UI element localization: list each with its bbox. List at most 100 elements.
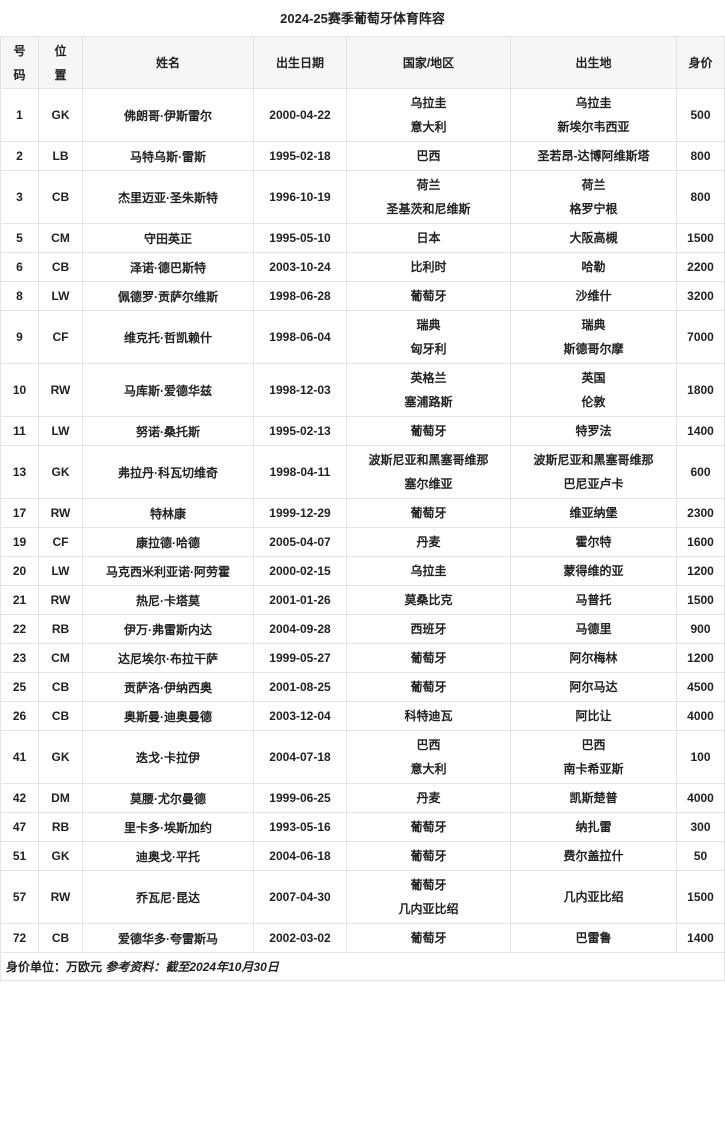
table-row: 23 CM 达尼埃尔·布拉干萨 1999-05-27 葡萄牙 阿尔梅林 1200	[0, 643, 725, 673]
position-cell: LW	[38, 281, 83, 311]
nation-cell-line: 乌拉圭	[410, 96, 447, 110]
birthplace-cell-line: 乌拉圭	[575, 96, 612, 110]
nation-cell-line: 意大利	[410, 120, 447, 134]
nation-cell-line: 塞尔维亚	[404, 477, 453, 491]
position-cell: CB	[38, 170, 83, 224]
value-cell: 900	[676, 614, 725, 644]
nation-cell-line: 西班牙	[410, 622, 447, 636]
birthplace-cell: 几内亚比绍	[510, 870, 677, 924]
position-cell: GK	[38, 88, 83, 142]
header-position: 位置	[38, 36, 83, 89]
table-header-row: 号码位置 姓名 出生日期 国家/地区 出生地 身价	[0, 36, 725, 89]
number-cell: 9	[0, 310, 39, 364]
number-cell: 17	[0, 498, 39, 528]
nation-cell: 丹麦	[346, 527, 511, 557]
position-cell: RW	[38, 498, 83, 528]
nation-cell-line: 日本	[416, 231, 441, 245]
dob-cell: 2004-07-18	[253, 730, 347, 784]
birthplace-cell: 费尔盖拉什	[510, 841, 677, 871]
name-cell: 里卡多·埃斯加约	[82, 812, 254, 842]
dob-cell: 2003-12-04	[253, 701, 347, 731]
dob-cell: 2000-02-15	[253, 556, 347, 586]
nation-cell: 科特迪瓦	[346, 701, 511, 731]
dob-cell: 1999-06-25	[253, 783, 347, 813]
name-cell: 康拉德·哈德	[82, 527, 254, 557]
birthplace-cell: 哈勒	[510, 252, 677, 282]
position-cell: GK	[38, 841, 83, 871]
nation-cell-line: 巴西	[416, 149, 441, 163]
position-cell: LB	[38, 141, 83, 171]
nation-cell: 葡萄牙	[346, 841, 511, 871]
value-cell: 1200	[676, 643, 725, 673]
birthplace-cell: 英国 伦敦	[510, 363, 677, 417]
name-cell: 达尼埃尔·布拉干萨	[82, 643, 254, 673]
number-cell: 6	[0, 252, 39, 282]
dob-cell: 2002-03-02	[253, 923, 347, 953]
name-cell: 马克西米利亚诺·阿劳霍	[82, 556, 254, 586]
table-row: 47 RB 里卡多·埃斯加约 1993-05-16 葡萄牙 纳扎雷 300	[0, 812, 725, 842]
value-cell: 1200	[676, 556, 725, 586]
name-cell: 佛朗哥·伊斯雷尔	[82, 88, 254, 142]
dob-cell: 2005-04-07	[253, 527, 347, 557]
nation-cell-line: 莫桑比克	[404, 593, 453, 607]
birthplace-cell-line: 沙维什	[575, 289, 612, 303]
birthplace-cell: 巴西 南卡希亚斯	[510, 730, 677, 784]
header-label: 身价	[688, 55, 713, 70]
table-row: 41 GK 迭戈·卡拉伊 2004-07-18 巴西 意大利 巴西 南卡希亚斯 100	[0, 730, 725, 784]
dob-cell: 1998-12-03	[253, 363, 347, 417]
value-cell: 800	[676, 141, 725, 171]
dob-cell: 1998-06-28	[253, 281, 347, 311]
name-cell: 特林康	[82, 498, 254, 528]
name-cell: 马库斯·爱德华兹	[82, 363, 254, 417]
birthplace-cell: 荷兰 格罗宁根	[510, 170, 677, 224]
birthplace-cell: 圣若昂-达博阿维斯塔	[510, 141, 677, 171]
birthplace-cell: 巴雷鲁	[510, 923, 677, 953]
dob-cell: 2007-04-30	[253, 870, 347, 924]
position-cell: CB	[38, 701, 83, 731]
name-cell: 热尼·卡塔莫	[82, 585, 254, 615]
table-row: 72 CB 爱德华多·夸雷斯马 2002-03-02 葡萄牙 巴雷鲁 1400	[0, 923, 725, 953]
dob-cell: 1995-02-13	[253, 416, 347, 446]
number-cell: 22	[0, 614, 39, 644]
position-cell: RW	[38, 870, 83, 924]
table-footer-row: 身价单位：万欧元 参考资料：截至2024年10月30日	[0, 952, 725, 981]
nation-cell: 葡萄牙	[346, 812, 511, 842]
birthplace-cell-line: 阿尔梅林	[569, 651, 618, 665]
birthplace-cell: 瑞典 斯德哥尔摩	[510, 310, 677, 364]
number-cell: 57	[0, 870, 39, 924]
nation-cell: 葡萄牙	[346, 281, 511, 311]
value-cell: 100	[676, 730, 725, 784]
number-cell: 10	[0, 363, 39, 417]
birthplace-cell: 霍尔特	[510, 527, 677, 557]
birthplace-cell-line: 新埃尔韦西亚	[557, 120, 630, 134]
number-cell: 72	[0, 923, 39, 953]
table-row: 10 RW 马库斯·爱德华兹 1998-12-03 英格兰 塞浦路斯 英国 伦敦 1800	[0, 363, 725, 417]
nation-cell-line: 科特迪瓦	[404, 709, 453, 723]
name-cell: 奥斯曼·迪奥曼德	[82, 701, 254, 731]
position-cell: GK	[38, 445, 83, 499]
position-cell: DM	[38, 783, 83, 813]
header-value: 身价	[676, 36, 725, 89]
birthplace-cell: 蒙得维的亚	[510, 556, 677, 586]
header-label: 出生地	[575, 55, 612, 70]
nation-cell-line: 丹麦	[416, 535, 441, 549]
nation-cell-line: 波斯尼亚和黑塞哥维那	[368, 453, 489, 467]
value-unit-note: 身价单位：万欧元	[6, 960, 103, 974]
nation-cell: 西班牙	[346, 614, 511, 644]
header-number: 号码	[0, 36, 39, 89]
header-nation: 国家/地区	[346, 36, 511, 89]
header-label: 姓名	[155, 55, 180, 70]
birthplace-cell: 阿尔梅林	[510, 643, 677, 673]
header-dob: 出生日期	[253, 36, 347, 89]
value-cell: 50	[676, 841, 725, 871]
name-cell: 守田英正	[82, 223, 254, 253]
birthplace-cell: 阿尔马达	[510, 672, 677, 702]
number-cell: 26	[0, 701, 39, 731]
name-cell: 佩德罗·贡萨尔维斯	[82, 281, 254, 311]
nation-cell: 葡萄牙	[346, 672, 511, 702]
dob-cell: 1996-10-19	[253, 170, 347, 224]
table-row: 17 RW 特林康 1999-12-29 葡萄牙 维亚纳堡 2300	[0, 498, 725, 528]
table-row: 3 CB 杰里迈亚·圣朱斯特 1996-10-19 荷兰 圣基茨和尼维斯 荷兰 格罗宁根 800	[0, 170, 725, 224]
squad-table: 号码位置姓名 出生日期 国家/地区 出生地 身价 1 GK 佛朗哥·伊斯雷尔 2000-04-…	[0, 36, 725, 981]
header-label: 出生日期	[275, 55, 324, 70]
